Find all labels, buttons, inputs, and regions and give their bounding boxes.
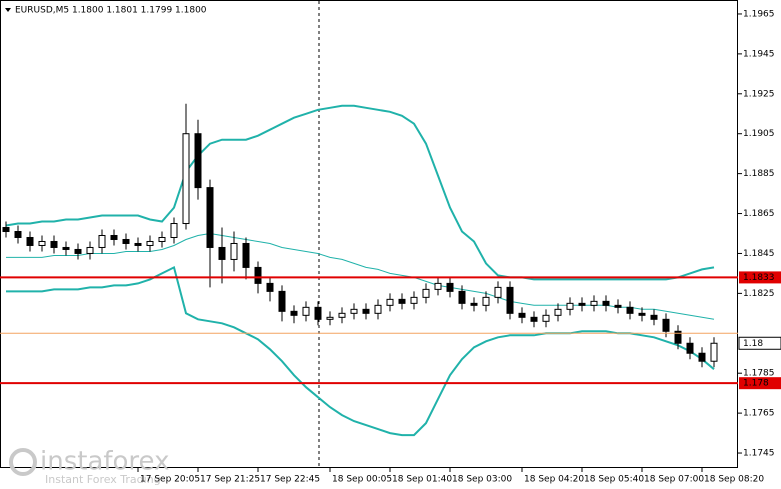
- candle-body: [98, 234, 106, 248]
- y-tick-label: 1.1865: [743, 209, 775, 219]
- level-tag: [739, 377, 781, 390]
- watermark-brand: instaforex: [40, 447, 169, 477]
- candle-body: [302, 306, 310, 316]
- candle-body: [662, 318, 670, 332]
- y-tick-label: 1.1885: [743, 169, 775, 179]
- candle-body: [62, 246, 70, 250]
- candle-body: [446, 282, 454, 292]
- candle-body: [14, 231, 22, 238]
- candle-body: [38, 240, 46, 246]
- candle-body: [314, 306, 322, 320]
- x-tick-label: 18 Sep 01:40: [392, 475, 452, 485]
- candle-body: [458, 290, 466, 304]
- candle-body: [530, 316, 538, 322]
- candle-body: [626, 306, 634, 314]
- candle-body: [542, 314, 550, 322]
- x-tick-label: 17 Sep 20:05: [140, 475, 200, 485]
- y-tick-label: 1.1825: [743, 289, 775, 299]
- candle-body: [254, 266, 262, 284]
- candle-body: [602, 300, 610, 306]
- candle-body: [710, 342, 718, 362]
- candle-body: [506, 286, 514, 314]
- y-tick-label: 1.1945: [743, 49, 775, 59]
- level-label: 1.178: [743, 379, 769, 389]
- candle-body: [278, 290, 286, 312]
- candle-body: [2, 227, 10, 233]
- candle-body: [482, 296, 490, 306]
- candle-body: [350, 308, 358, 314]
- title-arrow: [5, 8, 11, 12]
- candle-body: [422, 288, 430, 298]
- watermark: instaforex Instant Forex Trading: [9, 447, 169, 486]
- candle-body: [74, 248, 82, 254]
- candle-body: [146, 240, 154, 246]
- y-tick-label: 1.1785: [743, 369, 775, 379]
- x-tick-label: 18 Sep 03:00: [452, 475, 512, 485]
- y-tick-label: 1.1925: [743, 89, 775, 99]
- x-tick-label: 17 Sep 21:25: [200, 475, 260, 485]
- candle-body: [122, 238, 130, 244]
- candle-body: [410, 296, 418, 304]
- x-tick-label: 18 Sep 05:40: [584, 475, 644, 485]
- band-line: [6, 265, 715, 437]
- candle-body: [554, 308, 562, 316]
- candle-body: [50, 240, 58, 248]
- candle-body: [686, 342, 694, 354]
- candle-body: [266, 282, 274, 292]
- candle-body: [86, 246, 94, 254]
- candle-body: [290, 310, 298, 316]
- x-tick-label: 18 Sep 00:05: [332, 475, 392, 485]
- y-tick-label: 1.1905: [743, 129, 775, 139]
- candle-body: [518, 312, 526, 318]
- candle-body: [134, 242, 142, 246]
- candle-body: [674, 330, 682, 344]
- y-tick-label: 1.1965: [743, 9, 775, 19]
- x-tick-label: 17 Sep 22:45: [260, 475, 320, 485]
- candle-body: [218, 246, 226, 260]
- x-tick-label: 18 Sep 07:00: [644, 475, 704, 485]
- candle-body: [566, 302, 574, 310]
- price-tag: [738, 336, 781, 350]
- candle-body: [638, 312, 646, 316]
- band-line: [5, 104, 715, 281]
- candle-body: [374, 304, 382, 314]
- candle-body: [698, 352, 706, 362]
- candle-body: [386, 298, 394, 306]
- plot-frame: [0, 0, 738, 468]
- candle-body: [398, 298, 406, 304]
- candle-body: [326, 316, 334, 320]
- candle-body: [362, 308, 370, 314]
- candle-body: [230, 242, 238, 260]
- price-label: 1.18: [743, 339, 763, 349]
- chart-title: EURUSD,M5 1.1800 1.1801 1.1799 1.1800: [15, 6, 207, 16]
- level-label: 1.1833: [743, 273, 775, 283]
- candle-body: [578, 302, 586, 306]
- watermark-tagline: Instant Forex Trading: [45, 473, 161, 486]
- candle-body: [494, 286, 502, 298]
- candle-body: [206, 187, 214, 248]
- candle-body: [614, 304, 622, 308]
- candle-body: [434, 282, 442, 290]
- candle-body: [182, 133, 190, 225]
- level-tag: [739, 271, 781, 284]
- candle-body: [338, 312, 346, 318]
- candle-body: [242, 242, 250, 268]
- y-tick-label: 1.1765: [743, 409, 775, 419]
- candle-body: [158, 236, 166, 242]
- candle-body: [470, 302, 478, 306]
- candle-body: [26, 236, 34, 246]
- candle-body: [110, 234, 118, 240]
- candle-body: [590, 300, 598, 306]
- candle-body: [170, 223, 178, 238]
- y-tick-label: 1.1745: [743, 449, 775, 459]
- x-tick-label: 18 Sep 04:20: [524, 475, 584, 485]
- x-tick-label: 18 Sep 08:20: [704, 475, 764, 485]
- candle-body: [194, 133, 202, 189]
- y-tick-label: 1.1845: [743, 249, 775, 259]
- watermark-logo: [9, 448, 37, 476]
- candle-body: [650, 314, 658, 320]
